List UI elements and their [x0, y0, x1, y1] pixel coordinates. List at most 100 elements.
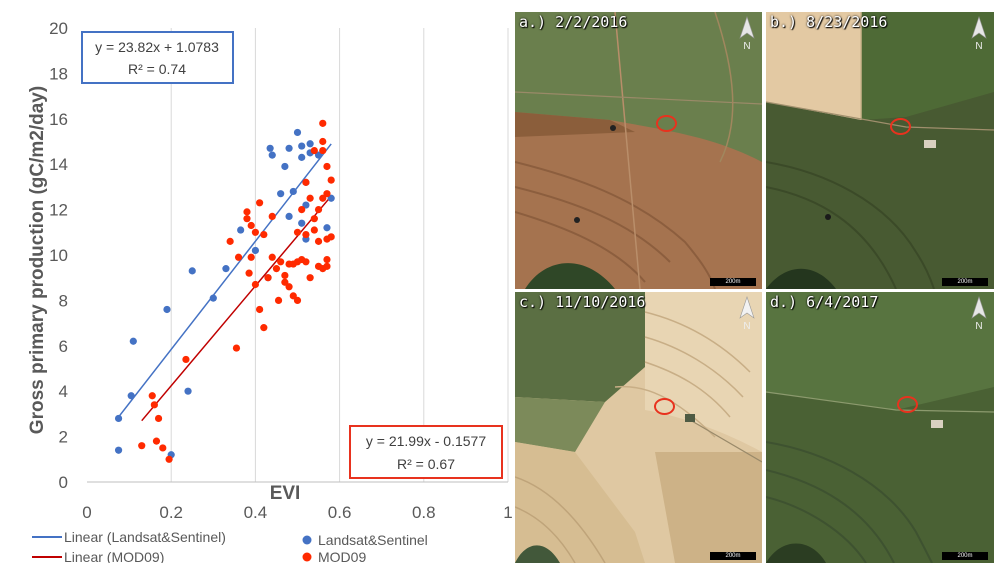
target-circle-d	[897, 396, 918, 413]
legend-marker-mod09	[302, 552, 312, 562]
data-point-mod09	[256, 199, 264, 207]
data-point-mod09	[150, 401, 158, 409]
x-tick-label: 0	[82, 503, 91, 522]
data-point-mod09	[302, 258, 310, 266]
data-point-mod09	[226, 237, 234, 245]
x-tick-label: 0.8	[412, 503, 436, 522]
data-point-landsat	[289, 187, 297, 196]
y-tick-label: 6	[59, 337, 68, 356]
data-point-mod09	[319, 146, 327, 155]
scale-bar-a: 200m	[710, 278, 756, 286]
data-point-mod09	[260, 230, 268, 239]
svg-text:N: N	[743, 321, 750, 332]
x-tick-label: 0.4	[244, 503, 268, 522]
y-tick-label: 2	[59, 428, 68, 447]
data-point-mod09	[272, 265, 281, 273]
satellite-image-b: b.) 8/23/2016 N 200m	[766, 12, 994, 289]
data-point-landsat	[127, 392, 135, 400]
data-point-mod09	[306, 274, 314, 282]
svg-text:N: N	[975, 321, 982, 332]
data-point-mod09	[182, 355, 190, 364]
satellite-image-d: d.) 6/4/2017 N 200m	[766, 292, 994, 563]
grid-lines	[170, 28, 509, 482]
data-point-mod09	[293, 296, 302, 304]
data-point-mod09	[285, 283, 293, 291]
data-point-mod09	[148, 392, 156, 400]
y-tick-label: 10	[49, 246, 68, 265]
data-point-mod09	[264, 274, 272, 282]
equation-box-mod09	[349, 425, 503, 479]
data-point-landsat	[251, 246, 259, 255]
data-point-landsat	[298, 142, 306, 150]
data-point-landsat	[298, 219, 306, 227]
scale-bar-c: 200m	[710, 552, 756, 560]
data-point-landsat	[222, 265, 230, 273]
data-point-mod09	[310, 146, 318, 155]
image-label-c: c.) 11/10/2016	[519, 293, 646, 311]
equation-box-landsat	[81, 31, 234, 84]
scale-bar-b: 200m	[942, 278, 988, 286]
image-label-b: b.) 8/23/2016	[770, 13, 888, 31]
data-point-mod09	[152, 437, 161, 445]
data-point-mod09	[310, 215, 318, 223]
data-point-mod09	[323, 162, 331, 171]
data-point-mod09	[165, 455, 173, 463]
data-point-landsat	[293, 128, 302, 137]
data-point-mod09	[327, 233, 335, 241]
data-point-landsat	[209, 294, 217, 302]
data-point-mod09	[247, 221, 255, 230]
data-point-landsat	[114, 414, 123, 423]
target-circle-c	[654, 398, 675, 415]
north-arrow-icon: N	[970, 16, 988, 52]
legend-marker-landsat	[302, 535, 312, 545]
x-tick-labels: 0 0.2 0.4 0.6 0.8 1	[82, 503, 512, 522]
data-point-landsat	[114, 446, 123, 454]
r2-landsat: R² = 0.74	[128, 61, 186, 77]
data-point-mod09	[243, 215, 251, 223]
data-point-mod09	[154, 414, 163, 423]
data-point-mod09	[298, 206, 306, 214]
data-point-mod09	[277, 258, 285, 266]
data-point-mod09	[247, 253, 255, 261]
data-points	[114, 119, 335, 463]
data-point-mod09	[319, 119, 327, 127]
scatter-chart: 0 2 4 6 8 10 12 14 16 18 20 0 0.2 0.4 0.6 0.8 1 Gross p…	[27, 19, 512, 563]
legend-label-landsat: Landsat&Sentinel	[318, 532, 428, 548]
data-point-landsat	[266, 144, 274, 152]
data-point-mod09	[256, 305, 264, 314]
north-arrow-icon: N	[970, 296, 988, 332]
satellite-image-a-drawing	[515, 12, 762, 289]
y-tick-label: 0	[59, 473, 68, 492]
trendline-landsat	[117, 143, 332, 418]
legend-label-mod09: MOD09	[318, 549, 366, 563]
data-point-landsat	[285, 144, 293, 152]
data-point-mod09	[243, 208, 251, 216]
y-axis-label: Gross primary production (gC/m2/day)	[27, 86, 48, 434]
satellite-image-b-drawing	[766, 12, 994, 289]
data-point-landsat	[184, 387, 192, 395]
image-label-d: d.) 6/4/2017	[770, 293, 879, 311]
data-point-mod09	[138, 442, 146, 450]
data-point-mod09	[268, 212, 276, 221]
data-point-landsat	[188, 267, 196, 275]
data-point-mod09	[274, 296, 283, 304]
satellite-image-c: c.) 11/10/2016 N 200m	[515, 292, 762, 563]
data-point-mod09	[319, 194, 327, 202]
data-point-mod09	[281, 278, 289, 286]
data-point-mod09	[310, 226, 318, 234]
data-point-landsat	[302, 201, 310, 209]
data-point-landsat	[281, 162, 289, 171]
data-point-landsat	[237, 226, 245, 234]
y-tick-labels: 0 2 4 6 8 10 12 14 16 18 20	[49, 19, 68, 492]
data-point-mod09	[268, 253, 276, 261]
satellite-image-a: a.) 2/2/2016 N 200m	[515, 12, 762, 289]
data-point-landsat	[268, 151, 276, 159]
data-point-landsat	[298, 153, 306, 161]
data-point-mod09	[159, 444, 167, 452]
equation-mod09: y = 21.99x - 0.1577	[366, 433, 486, 449]
data-point-mod09	[314, 206, 323, 214]
data-point-landsat	[285, 212, 293, 221]
scale-bar-d: 200m	[942, 552, 988, 560]
target-circle-b	[890, 118, 911, 135]
x-axis-label: EVI	[270, 483, 301, 504]
